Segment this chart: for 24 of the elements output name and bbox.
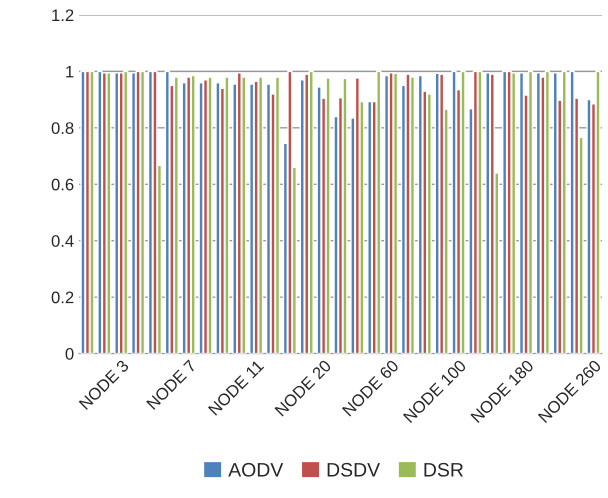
bar [460,70,466,354]
bar [207,76,213,354]
bar [140,70,146,354]
bar [274,76,280,354]
y-tick-label: 0.4 [52,235,74,247]
y-tick-label: 1 [66,66,74,78]
y-tick-label: 0 [66,348,74,360]
y-tick-label: 0.8 [52,122,74,134]
legend-label: DSR [424,462,464,477]
legend-label: AODV [228,462,284,477]
bar [410,76,416,354]
bar [392,72,398,354]
bar [595,70,601,354]
bar [89,70,95,354]
y-tick-label: 1.2 [52,9,74,21]
bar [152,70,158,354]
y-tick-label: 0.6 [52,178,74,190]
bar [528,70,534,354]
legend-label: DSDV [328,462,380,477]
bar [224,76,230,354]
bar [342,78,348,354]
bar [544,70,550,354]
y-tick-label: 0.2 [52,292,74,304]
bar [477,70,483,354]
